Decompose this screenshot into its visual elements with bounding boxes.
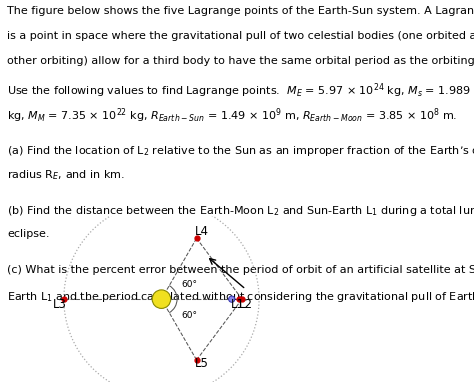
- Text: 60°: 60°: [181, 311, 197, 320]
- Text: L3: L3: [53, 298, 67, 311]
- Text: Earth L$_1$ and the period calculated without considering the gravitational pull: Earth L$_1$ and the period calculated wi…: [7, 290, 474, 304]
- Text: other orbiting) allow for a third body to have the same orbital period as the or: other orbiting) allow for a third body t…: [7, 56, 474, 66]
- Text: (a) Find the location of L$_2$ relative to the Sun as an improper fraction of th: (a) Find the location of L$_2$ relative …: [7, 144, 474, 158]
- Text: eclipse.: eclipse.: [7, 229, 50, 239]
- Text: L1: L1: [230, 298, 245, 311]
- Circle shape: [228, 296, 235, 302]
- Text: The figure below shows the five Lagrange points of the Earth-Sun system. A Lagra: The figure below shows the five Lagrange…: [7, 7, 474, 17]
- Text: (b) Find the distance between the Earth-Moon L$_2$ and Sun-Earth L$_1$ during a : (b) Find the distance between the Earth-…: [7, 204, 474, 218]
- Text: Use the following values to find Lagrange points.  $M_E$ = 5.97 $\times$ 10$^{24: Use the following values to find Lagrang…: [7, 81, 474, 100]
- Text: (c) What is the percent error between the period of orbit of an artificial satel: (c) What is the percent error between th…: [7, 265, 474, 275]
- Text: L5: L5: [194, 357, 209, 370]
- Circle shape: [152, 290, 171, 308]
- Text: 60°: 60°: [181, 281, 197, 290]
- Text: kg, $M_M$ = 7.35 $\times$ 10$^{22}$ kg, $R_{Earth-Sun}$ = 1.49 $\times$ 10$^9$ m: kg, $M_M$ = 7.35 $\times$ 10$^{22}$ kg, …: [7, 106, 457, 125]
- Text: is a point in space where the gravitational pull of two celestial bodies (one or: is a point in space where the gravitatio…: [7, 31, 474, 41]
- Text: radius R$_E$, and in km.: radius R$_E$, and in km.: [7, 169, 125, 183]
- Text: L4: L4: [194, 225, 209, 238]
- Text: L2: L2: [239, 298, 253, 311]
